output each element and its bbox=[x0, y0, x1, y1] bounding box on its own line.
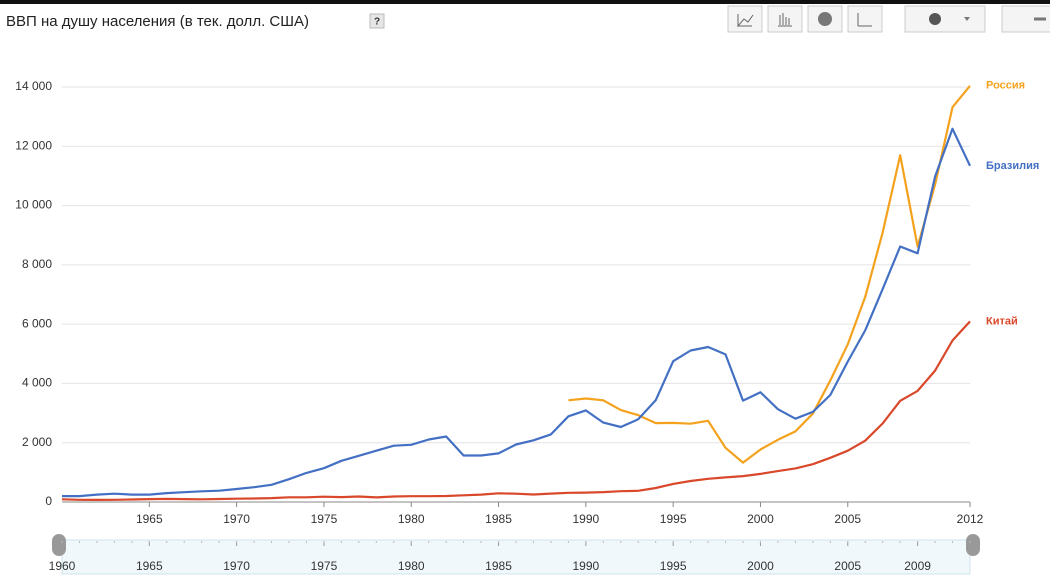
x-tick-label: 1980 bbox=[398, 512, 425, 526]
x-tick-label: 2000 bbox=[747, 512, 774, 526]
icon bbox=[778, 13, 792, 27]
series-line bbox=[62, 127, 971, 498]
help-icon[interactable] bbox=[369, 13, 385, 29]
x-tick-label: 2005 bbox=[834, 512, 861, 526]
scatter-btn[interactable] bbox=[847, 5, 883, 33]
timeline-label: 1965 bbox=[136, 559, 163, 573]
chart-title: ВВП на душу населения (в тек. долл. США) bbox=[6, 13, 309, 30]
y-tick-label: 0 bbox=[45, 494, 52, 508]
timeline-label: 1960 bbox=[49, 559, 76, 573]
icon bbox=[818, 12, 832, 26]
y-tick-label: 12 000 bbox=[15, 138, 52, 152]
icon bbox=[857, 13, 872, 27]
timeline-label: 1995 bbox=[660, 559, 687, 573]
icon bbox=[737, 14, 754, 28]
series-line bbox=[568, 85, 971, 464]
timeline-label: 2000 bbox=[747, 559, 774, 573]
y-tick-label: 8 000 bbox=[22, 257, 52, 271]
timeline-label: 1975 bbox=[311, 559, 338, 573]
help-text: ? bbox=[374, 17, 380, 28]
y-tick-label: 6 000 bbox=[22, 316, 52, 330]
x-tick-label: 1995 bbox=[660, 512, 687, 526]
timeline-label: 1980 bbox=[398, 559, 425, 573]
x-tick-label: 1990 bbox=[572, 512, 599, 526]
timeline-label: 1985 bbox=[485, 559, 512, 573]
x-tick-label: 1985 bbox=[485, 512, 512, 526]
timeline-label: 1990 bbox=[572, 559, 599, 573]
y-tick-label: 14 000 bbox=[15, 79, 52, 93]
timeline-label: 2005 bbox=[834, 559, 861, 573]
timeline-handle[interactable] bbox=[966, 534, 980, 556]
timeline-label: 2009 bbox=[904, 559, 931, 573]
line-btn[interactable] bbox=[727, 5, 763, 33]
toolbar bbox=[727, 5, 1050, 33]
series-line bbox=[61, 320, 971, 501]
y-tick-label: 10 000 bbox=[15, 198, 52, 212]
top-bar bbox=[0, 0, 1050, 4]
timeline[interactable] bbox=[61, 539, 971, 575]
x-tick-label: 1970 bbox=[223, 512, 250, 526]
icon bbox=[929, 13, 941, 25]
bar-btn[interactable] bbox=[767, 5, 803, 33]
y-tick-label: 2 000 bbox=[22, 435, 52, 449]
icon bbox=[964, 17, 970, 21]
y-tick-label: 4 000 bbox=[22, 376, 52, 390]
x-tick-label: 1975 bbox=[311, 512, 338, 526]
settings-btn[interactable] bbox=[904, 5, 986, 33]
timeline-handle[interactable] bbox=[52, 534, 66, 556]
x-tick-label: 1965 bbox=[136, 512, 163, 526]
timeline-label: 1970 bbox=[223, 559, 250, 573]
legend-label: Бразилия bbox=[986, 160, 1039, 172]
legend-label: Россия bbox=[986, 80, 1025, 92]
x-tick-label: 2012 bbox=[957, 512, 984, 526]
legend-label: Китай bbox=[986, 315, 1018, 327]
